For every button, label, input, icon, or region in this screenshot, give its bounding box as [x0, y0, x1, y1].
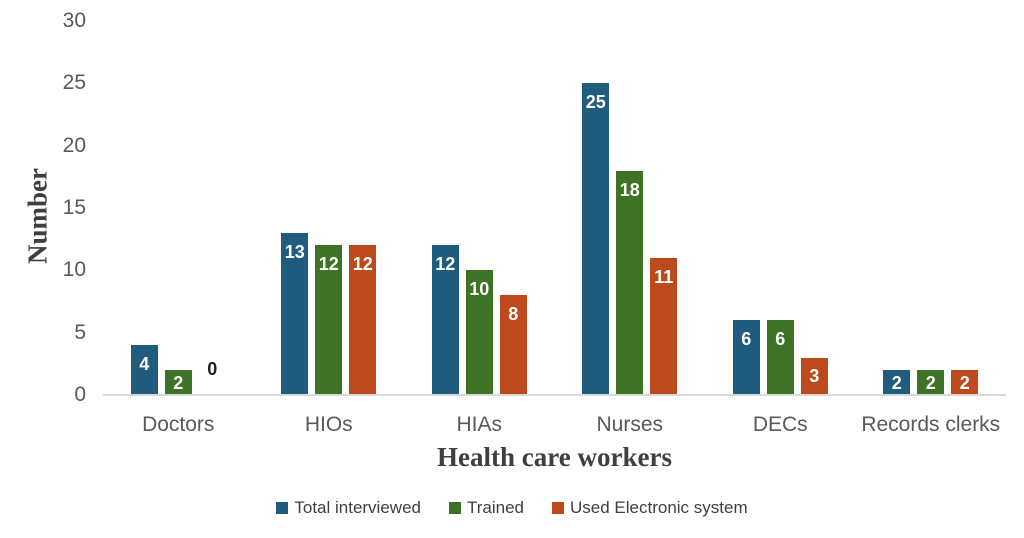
bar-value-label: 2 [959, 372, 970, 393]
bar-value-label: 10 [469, 279, 490, 300]
y-tick-label: 25 [62, 71, 86, 95]
bar-value-label: 2 [891, 372, 902, 393]
x-category-label: HIAs [456, 413, 502, 436]
bar-value-label: 8 [508, 304, 519, 325]
y-tick-label: 0 [74, 383, 86, 406]
bar-used-electronic-system [800, 357, 828, 395]
bar-total-interviewed [732, 320, 760, 395]
x-category-label: Doctors [142, 413, 215, 436]
bar-trained [766, 320, 794, 395]
bar-used-electronic-system [650, 257, 678, 395]
x-axis-line [103, 394, 1006, 396]
legend: Total interviewed Trained Used Electronic … [0, 497, 1024, 519]
bar-value-label: 25 [585, 92, 606, 113]
bar-value-label: 3 [809, 366, 820, 387]
bar-total-interviewed [431, 245, 459, 395]
x-category-label: DECs [752, 413, 808, 436]
bar-used-electronic-system [349, 245, 377, 395]
y-tick-label: 20 [62, 133, 86, 157]
bar-value-label: 11 [654, 266, 674, 287]
legend-item: Total interviewed [276, 497, 421, 519]
legend-label: Trained [466, 498, 524, 517]
bar-total-interviewed [130, 345, 158, 395]
bar-trained [315, 245, 343, 395]
bar-value-label: 6 [741, 329, 752, 350]
x-category-label: Records clerks [861, 413, 1001, 436]
legend-label: Total interviewed [294, 498, 421, 517]
bar-trained [164, 370, 192, 395]
y-tick-label: 15 [62, 196, 86, 219]
bar-value-label: 6 [775, 329, 786, 350]
x-axis-title: Health care workers [437, 442, 672, 472]
bar-value-label: 12 [435, 254, 456, 275]
x-category-label: HIOs [304, 413, 353, 436]
bar-total-interviewed [582, 83, 610, 395]
bar-value-label: 12 [318, 254, 339, 275]
bar-value-label: 2 [173, 372, 184, 393]
y-tick-label: 5 [74, 320, 86, 344]
bar-value-label: 18 [619, 179, 640, 200]
y-tick-label: 30 [62, 9, 86, 32]
bar-used-electronic-system [499, 295, 527, 395]
bar-value-label: 13 [284, 241, 305, 262]
legend-swatch [276, 502, 289, 514]
bar-trained [465, 270, 493, 395]
legend-swatch [448, 502, 461, 514]
x-category-label: Nurses [596, 413, 664, 436]
bar-value-label: 12 [352, 254, 373, 275]
legend-item: Used Electronic system [552, 497, 748, 519]
legend-swatch [552, 502, 564, 514]
bar-used-electronic-system [951, 370, 979, 395]
bar-total-interviewed [281, 232, 309, 395]
y-tick-label: 10 [62, 258, 86, 282]
bar-total-interviewed [883, 370, 911, 395]
bar-value-label: 0 [207, 359, 218, 379]
legend-label: Used Electronic system [570, 498, 748, 517]
bar-trained [917, 370, 945, 395]
bar-value-label: 2 [925, 372, 936, 393]
legend-item: Trained [448, 497, 524, 519]
bar-value-label: 4 [139, 354, 150, 375]
plot-area: 0 5 10 15 20 25 30 4 2 0 13 12 12 12 10 8 25 18 11 6 6 3 2 2 2 … [63, 9, 1006, 436]
bar-trained [616, 170, 644, 395]
